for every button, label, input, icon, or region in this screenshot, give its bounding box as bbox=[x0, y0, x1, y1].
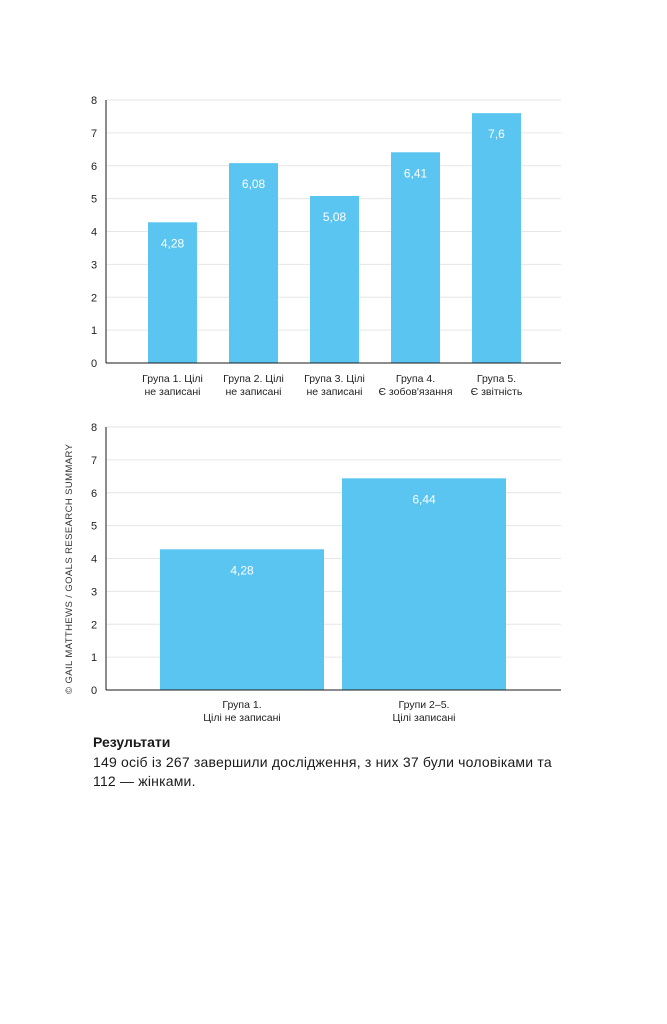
x-category-label: Група 1. Цілі не записані bbox=[203, 699, 280, 724]
y-tick-label: 4 bbox=[91, 554, 97, 566]
y-tick-label: 6 bbox=[91, 161, 97, 173]
bar-value-label: 6,44 bbox=[412, 492, 436, 506]
y-tick-label: 3 bbox=[91, 586, 97, 598]
y-tick-label: 8 bbox=[91, 95, 97, 107]
bar-value-label: 4,28 bbox=[161, 236, 185, 250]
x-category-label: Група 3. Цілі не записані bbox=[304, 373, 365, 398]
bar-value-label: 6,08 bbox=[242, 177, 266, 191]
bar bbox=[342, 478, 506, 690]
x-category-label: Групи 2–5. Цілі записані bbox=[393, 699, 456, 724]
copyright-text: © GAIL MATTHEWS / GOALS RESEARCH SUMMARY bbox=[64, 443, 75, 694]
x-category-label: Група 4. Є зобов'язання bbox=[378, 373, 452, 398]
bar bbox=[472, 113, 521, 364]
chart-groups-1-5: 0 1 2 3 4 5 6 7 8 4,28 Група 1. Цілі не записані 6,0… bbox=[91, 95, 561, 398]
bar bbox=[160, 549, 324, 690]
y-tick-label: 4 bbox=[91, 227, 97, 239]
x-category-label: Група 2. Цілі не записані bbox=[223, 373, 284, 398]
y-tick-label: 5 bbox=[91, 194, 97, 206]
y-tick-label: 6 bbox=[91, 488, 97, 500]
y-tick-label: 7 bbox=[91, 455, 97, 467]
y-tick-label: 5 bbox=[91, 521, 97, 533]
bar bbox=[310, 195, 359, 363]
y-tick-label: 7 bbox=[91, 128, 97, 140]
bar bbox=[391, 152, 440, 363]
results-section: Результати 149 осіб із 267 завершили дос… bbox=[93, 734, 563, 791]
bar-value-label: 7,6 bbox=[488, 127, 505, 141]
charts-canvas: 0 1 2 3 4 5 6 7 8 4,28 Група 1. Цілі не записані 6,0… bbox=[91, 95, 561, 724]
y-tick-label: 2 bbox=[91, 292, 97, 304]
y-tick-label: 2 bbox=[91, 619, 97, 631]
bar bbox=[148, 222, 197, 363]
bar-value-label: 4,28 bbox=[230, 563, 254, 577]
x-category-label: Група 1. Цілі не записані bbox=[142, 373, 203, 398]
y-tick-label: 1 bbox=[91, 652, 97, 664]
y-tick-label: 8 bbox=[91, 422, 97, 434]
bar bbox=[229, 163, 278, 363]
y-tick-label: 0 bbox=[91, 685, 97, 697]
chart-group-1-vs-2-5: 0 1 2 3 4 5 6 7 8 4,28 Група 1. Цілі не записані 6,4… bbox=[91, 422, 561, 724]
y-tick-label: 0 bbox=[91, 358, 97, 370]
results-paragraph: 149 осіб із 267 завершили дослідження, з… bbox=[93, 754, 552, 789]
x-category-label: Група 5. Є звітність bbox=[471, 373, 523, 398]
y-tick-label: 1 bbox=[91, 325, 97, 337]
bar-value-label: 5,08 bbox=[323, 210, 347, 224]
results-heading: Результати bbox=[93, 734, 171, 750]
y-tick-label: 3 bbox=[91, 259, 97, 271]
bar-value-label: 6,41 bbox=[404, 166, 428, 180]
